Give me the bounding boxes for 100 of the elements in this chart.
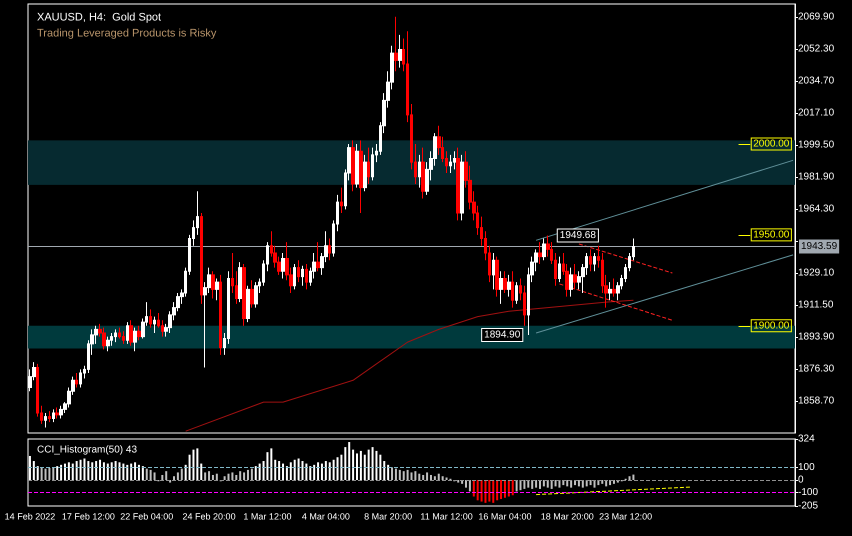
x-tick-label: 14 Feb 2022 <box>4 512 56 522</box>
y-tick-label: -100 <box>798 487 818 498</box>
bar <box>520 480 522 490</box>
candlestick <box>79 368 82 388</box>
bar <box>154 472 156 480</box>
y-tick-label: 1893.90 <box>798 331 835 342</box>
bar <box>391 467 394 480</box>
bar <box>173 476 176 480</box>
ref-line-label: 1900.00 <box>753 320 790 332</box>
bar <box>442 476 444 480</box>
bar <box>196 448 198 480</box>
annotation: 1949.68 <box>560 230 596 241</box>
candlestick <box>129 320 133 346</box>
line-series <box>185 300 634 432</box>
text: XAUUSD, H4: Gold Spot <box>37 12 162 24</box>
bar <box>332 460 335 480</box>
candlestick <box>363 154 367 192</box>
candlestick <box>59 405 63 419</box>
candlestick <box>149 308 152 328</box>
y-tick-label: 0 <box>798 474 804 486</box>
bar <box>468 480 471 492</box>
bar <box>87 461 90 480</box>
bar <box>180 468 183 480</box>
bar <box>161 474 164 480</box>
bar <box>290 462 292 480</box>
x-tick-label: 11 Mar 12:00 <box>420 512 473 522</box>
bar <box>266 452 268 480</box>
candlestick <box>246 285 250 323</box>
bar <box>146 468 148 480</box>
bar <box>328 462 331 480</box>
bar <box>438 474 440 480</box>
bar <box>309 466 312 480</box>
bar <box>224 476 226 480</box>
bar <box>118 462 120 480</box>
bar <box>126 464 128 480</box>
bar <box>305 464 308 480</box>
candlestick <box>200 212 203 304</box>
bar <box>340 454 342 480</box>
bar <box>80 460 82 480</box>
candlestick <box>359 140 363 214</box>
bar <box>480 480 483 502</box>
x-tick-label: 17 Feb 12:00 <box>62 512 115 522</box>
bar <box>83 458 86 480</box>
candlestick <box>573 263 577 290</box>
candlestick <box>394 16 398 72</box>
bar <box>64 464 66 480</box>
bar <box>231 472 234 480</box>
bar <box>414 471 416 480</box>
candlestick <box>55 407 59 419</box>
candlestick <box>608 282 612 301</box>
y-tick-label: 100 <box>798 462 816 473</box>
bar <box>142 466 144 480</box>
candlestick <box>421 147 425 200</box>
bar <box>301 461 304 480</box>
candlestick <box>328 238 331 261</box>
ref-line-label: 1950.00 <box>753 229 790 240</box>
x-tick-label: 23 Mar 12:00 <box>599 512 652 522</box>
y-tick-label: 2052.30 <box>798 43 835 54</box>
bar <box>130 464 132 480</box>
bar <box>254 466 257 480</box>
candlestick <box>511 270 514 308</box>
bar <box>212 474 214 480</box>
candlestick <box>281 252 285 279</box>
bar <box>531 480 534 489</box>
bar <box>286 466 288 480</box>
bar <box>422 474 424 480</box>
bar <box>368 450 370 480</box>
candlestick <box>250 280 254 308</box>
bar <box>48 468 50 480</box>
candlestick <box>499 270 503 304</box>
bar <box>394 468 397 480</box>
candlestick <box>215 278 219 301</box>
bar <box>239 471 242 480</box>
y-tick-label: 1911.50 <box>798 299 834 310</box>
bar <box>134 462 136 480</box>
bar <box>56 466 58 480</box>
bar <box>40 468 43 480</box>
bar <box>324 461 327 480</box>
candlestick <box>398 34 402 68</box>
x-tick-label: 22 Feb 04:00 <box>120 512 174 522</box>
bar <box>176 472 179 480</box>
bar <box>601 480 604 484</box>
bar <box>114 461 117 480</box>
bar <box>434 476 436 480</box>
bar <box>278 461 280 480</box>
bar <box>535 480 538 488</box>
candlestick <box>44 412 47 428</box>
bar <box>204 472 206 480</box>
bar <box>192 450 194 480</box>
candlestick <box>48 410 51 423</box>
candlestick <box>593 252 596 272</box>
candlestick <box>122 330 125 344</box>
bar <box>313 464 316 480</box>
bar <box>628 476 631 480</box>
candlestick <box>351 140 355 192</box>
bar <box>500 480 502 500</box>
candlestick <box>102 327 106 350</box>
bar <box>578 480 580 486</box>
bar <box>106 464 109 480</box>
x-tick-label: 16 Mar 04:00 <box>478 512 532 522</box>
